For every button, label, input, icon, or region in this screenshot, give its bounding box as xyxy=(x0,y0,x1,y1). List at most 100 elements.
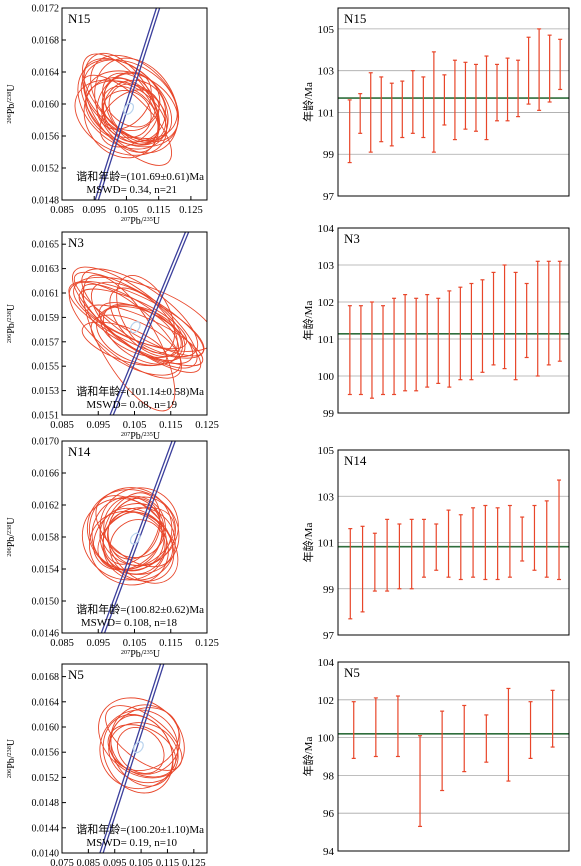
y-tick-label: 0.0154 xyxy=(32,565,60,576)
concordia-age-ellipse xyxy=(129,532,141,545)
y-tick-label: 0.0152 xyxy=(32,164,60,175)
y-tick-label: 101 xyxy=(318,538,335,550)
x-tick-label: 0.105 xyxy=(123,420,147,431)
y-tick-label: 99 xyxy=(323,408,335,420)
concordia-age-annotation: 谐和年龄=(101.14±0.58)Ma xyxy=(76,384,204,398)
age-error-bar xyxy=(395,695,400,758)
age-error-bar xyxy=(434,523,439,571)
age-error-bar xyxy=(520,516,525,562)
age-error-bar xyxy=(392,297,397,396)
N14-ages-chart: 97 99 101 103 105 N14 年龄/Ma xyxy=(301,445,570,642)
x-tick-label: 0.115 xyxy=(156,858,179,866)
age-error-bar xyxy=(471,507,476,578)
concordia-curve xyxy=(102,664,165,853)
age-error-bar xyxy=(537,28,542,111)
x-tick-label: 0.085 xyxy=(77,858,101,866)
mswd-annotation: MSWD= 0.08, n=19 xyxy=(86,399,177,411)
age-error-bar xyxy=(547,34,552,103)
y-tick-label: 0.0150 xyxy=(32,597,60,608)
x-tick-label: 0.125 xyxy=(179,205,203,216)
x-tick-label: 0.105 xyxy=(129,858,153,866)
age-error-bar xyxy=(535,260,540,377)
data-ellipse xyxy=(99,709,179,790)
x-axis-label: 207Pb/235U xyxy=(121,649,161,661)
concordia-age-ellipse xyxy=(123,102,135,115)
age-error-bar xyxy=(418,735,423,828)
data-ellipse xyxy=(110,714,174,787)
data-ellipse xyxy=(103,495,166,559)
age-error-bar xyxy=(400,80,405,139)
age-error-bar xyxy=(558,38,563,91)
N14-concordia-chart: 0.085 0.095 0.105 0.115 0.125 0.0146 0.0150 0.0… xyxy=(6,437,219,661)
data-ellipse xyxy=(104,77,159,145)
y-tick-label: 0.0160 xyxy=(32,723,60,734)
age-error-bar xyxy=(507,504,512,578)
data-ellipse xyxy=(109,287,178,357)
age-error-bar xyxy=(368,72,373,153)
N15-ages-chart: 97 99 101 103 105 N15 年龄/Ma xyxy=(301,7,570,203)
x-tick-label: 0.125 xyxy=(195,638,219,649)
y-axis-label: 年龄/Ma xyxy=(301,523,315,563)
age-error-bar xyxy=(348,528,353,620)
y-tick-label: 0.0156 xyxy=(32,132,60,143)
y-tick-label: 0.0146 xyxy=(32,629,60,640)
concordia-age-annotation: 谐和年龄=(101.69±0.61)Ma xyxy=(76,169,204,183)
age-error-bar xyxy=(409,518,414,590)
x-tick-label: 0.095 xyxy=(82,205,106,216)
age-error-bar xyxy=(532,504,537,571)
y-tick-label: 0.0170 xyxy=(32,437,60,448)
sample-label: N5 xyxy=(68,667,84,682)
age-error-bar xyxy=(410,70,415,134)
age-error-bar xyxy=(557,260,562,362)
data-ellipse xyxy=(85,70,179,148)
y-tick-label: 96 xyxy=(323,808,335,820)
sample-label: N5 xyxy=(344,665,360,680)
age-error-bar xyxy=(373,697,378,758)
x-tick-label: 0.095 xyxy=(103,858,127,866)
concordia-curve xyxy=(94,8,158,200)
age-error-bar xyxy=(389,82,394,147)
age-error-bar xyxy=(447,290,452,388)
y-tick-label: 101 xyxy=(318,334,335,346)
data-ellipse xyxy=(74,79,168,156)
y-tick-label: 102 xyxy=(318,695,335,707)
x-tick-label: 0.095 xyxy=(86,420,110,431)
data-ellipse xyxy=(82,53,160,141)
plot-frame xyxy=(61,663,208,854)
age-error-bar xyxy=(369,301,374,399)
data-ellipse xyxy=(77,59,169,150)
y-tick-label: 0.0157 xyxy=(32,337,60,348)
age-error-bar xyxy=(506,687,511,782)
y-tick-label: 0.0148 xyxy=(32,798,60,809)
data-ellipse xyxy=(90,54,180,143)
data-ellipse xyxy=(116,727,165,774)
age-error-bar xyxy=(458,514,463,581)
x-tick-label: 0.105 xyxy=(123,638,147,649)
data-ellipse xyxy=(96,304,184,366)
age-error-bar xyxy=(550,689,555,748)
age-error-bar xyxy=(528,701,533,759)
y-tick-label: 99 xyxy=(323,149,335,161)
sample-label: N3 xyxy=(68,235,84,250)
x-tick-label: 0.115 xyxy=(147,205,170,216)
y-tick-label: 0.0163 xyxy=(32,264,60,275)
x-tick-label: 0.115 xyxy=(159,638,182,649)
concordia-curve xyxy=(109,232,187,415)
y-tick-label: 100 xyxy=(318,733,335,745)
N5-ages-chart: 94 96 98 100 102 104 N5 年龄/Ma xyxy=(301,657,570,858)
data-ellipse xyxy=(102,492,161,565)
x-tick-label: 0.095 xyxy=(86,638,110,649)
age-error-bar xyxy=(414,297,419,392)
age-error-bar xyxy=(458,286,463,381)
x-tick-label: 0.085 xyxy=(50,205,74,216)
data-ellipse xyxy=(83,59,178,139)
y-tick-label: 0.0166 xyxy=(32,469,60,480)
age-error-bar xyxy=(484,714,489,763)
data-ellipse xyxy=(68,280,205,359)
y-tick-label: 0.0158 xyxy=(32,533,60,544)
age-error-bar xyxy=(495,507,500,581)
y-tick-label: 97 xyxy=(323,630,335,642)
age-error-bar xyxy=(463,61,468,130)
plot-frame xyxy=(337,661,570,852)
